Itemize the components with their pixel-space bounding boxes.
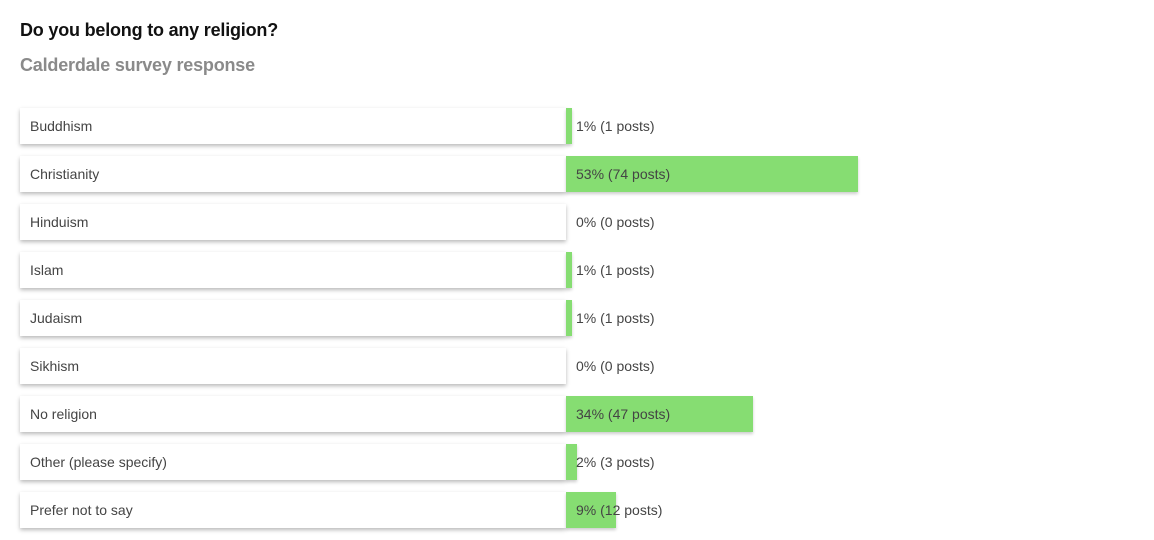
option-label: Prefer not to say xyxy=(20,492,566,528)
question-title: Do you belong to any religion? xyxy=(20,20,278,40)
bar-area: 34% (47 posts) xyxy=(566,396,1116,432)
response-row: Christianity 53% (74 posts) xyxy=(20,156,1120,192)
option-label: Other (please specify) xyxy=(20,444,566,480)
option-label: Sikhism xyxy=(20,348,566,384)
value-label: 0% (0 posts) xyxy=(576,214,655,230)
value-label: 2% (3 posts) xyxy=(576,454,655,470)
response-list: Buddhism 1% (1 posts) Christianity 53% (74 … xyxy=(20,108,1120,540)
response-row: Hinduism 0% (0 posts) xyxy=(20,204,1120,240)
response-row: No religion 34% (47 posts) xyxy=(20,396,1120,432)
value-label: 1% (1 posts) xyxy=(576,118,655,134)
option-label: Islam xyxy=(20,252,566,288)
bar-area: 1% (1 posts) xyxy=(566,300,1116,336)
bar-area: 53% (74 posts) xyxy=(566,156,1116,192)
option-label: Hinduism xyxy=(20,204,566,240)
response-row: Prefer not to say 9% (12 posts) xyxy=(20,492,1120,528)
option-label: Christianity xyxy=(20,156,566,192)
response-row: Sikhism 0% (0 posts) xyxy=(20,348,1120,384)
bar-fill xyxy=(566,444,577,480)
bar-area: 0% (0 posts) xyxy=(566,348,1116,384)
bar-area: 0% (0 posts) xyxy=(566,204,1116,240)
value-label: 0% (0 posts) xyxy=(576,358,655,374)
option-label: No religion xyxy=(20,396,566,432)
bar-fill xyxy=(566,252,572,288)
survey-subtitle: Calderdale survey response xyxy=(20,55,255,75)
bar-area: 1% (1 posts) xyxy=(566,252,1116,288)
response-row: Judaism 1% (1 posts) xyxy=(20,300,1120,336)
option-label: Buddhism xyxy=(20,108,566,144)
bar-fill xyxy=(566,396,753,432)
value-label: 9% (12 posts) xyxy=(576,502,663,518)
bar-area: 2% (3 posts) xyxy=(566,444,1116,480)
bar-fill xyxy=(566,300,572,336)
bar-area: 1% (1 posts) xyxy=(566,108,1116,144)
response-row: Buddhism 1% (1 posts) xyxy=(20,108,1120,144)
value-label: 34% (47 posts) xyxy=(576,406,671,422)
response-row: Islam 1% (1 posts) xyxy=(20,252,1120,288)
value-label: 1% (1 posts) xyxy=(576,262,655,278)
bar-fill xyxy=(566,492,616,528)
bar-fill xyxy=(566,108,572,144)
bar-area: 9% (12 posts) xyxy=(566,492,1116,528)
value-label: 1% (1 posts) xyxy=(576,310,655,326)
option-label: Judaism xyxy=(20,300,566,336)
value-label: 53% (74 posts) xyxy=(576,166,671,182)
response-row: Other (please specify) 2% (3 posts) xyxy=(20,444,1120,480)
bar-fill xyxy=(566,156,858,192)
